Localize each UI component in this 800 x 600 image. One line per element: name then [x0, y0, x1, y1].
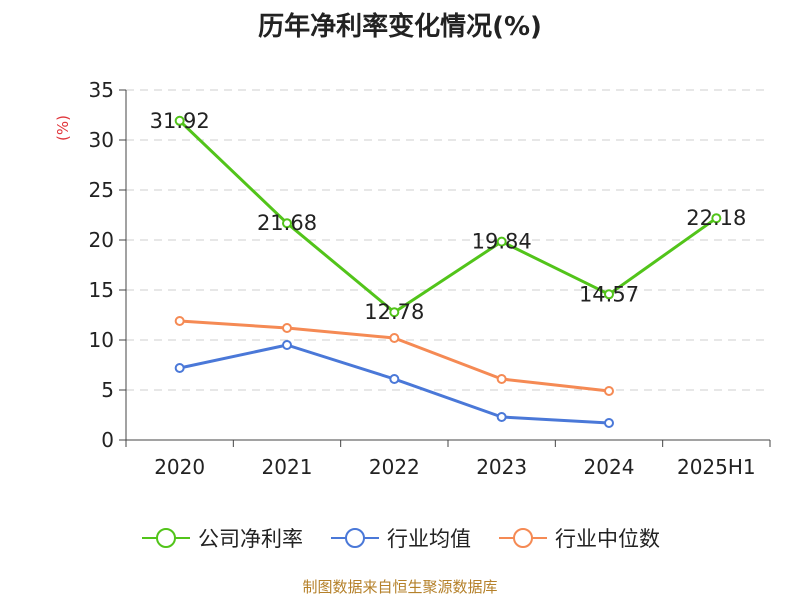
y-tick-label: 20	[89, 228, 114, 252]
data-point	[711, 213, 722, 224]
legend-label: 公司净利率	[198, 527, 303, 551]
data-point	[389, 307, 400, 318]
y-tick-label: 5	[101, 378, 114, 402]
data-point	[174, 115, 185, 126]
legend-label: 行业均值	[387, 527, 471, 551]
x-tick-label: 2021	[262, 455, 313, 479]
y-tick-label: 15	[89, 278, 114, 302]
legend-circle	[345, 528, 365, 548]
data-point	[496, 412, 507, 422]
data-point	[389, 374, 400, 384]
data-point	[389, 333, 400, 343]
x-tick-label: 2023	[476, 455, 527, 479]
legend-item[interactable]: 行业均值	[329, 523, 471, 553]
y-tick-label: 30	[89, 128, 114, 152]
data-point	[604, 418, 614, 428]
grid-lines	[126, 89, 770, 391]
legend-marker-icon	[331, 528, 379, 548]
data-point	[174, 363, 185, 373]
axes: 0 5 10 15 20 25 30 35 2020 2021 2022 2023 2024 2025H1…	[54, 78, 771, 479]
data-point	[496, 374, 507, 384]
legend-marker-icon	[142, 528, 190, 548]
data-label: 22.18	[686, 206, 746, 230]
data-label: 21.68	[257, 211, 317, 235]
legend: 公司净利率 行业均值 行业中位数	[0, 518, 800, 558]
series-lines	[174, 115, 722, 428]
data-point	[604, 386, 614, 396]
x-tick-label: 2025H1	[677, 455, 756, 479]
series-line-0	[178, 119, 718, 314]
data-label: 31.92	[150, 109, 210, 133]
data-labels: 31.92 21.68 12.78 19.84 14.57 22.18	[150, 109, 747, 324]
legend-circle	[156, 528, 176, 548]
y-tick-label: 35	[89, 78, 114, 102]
chart-title: 历年净利率变化情况(%)	[258, 12, 542, 42]
y-tick-label: 0	[101, 428, 114, 452]
data-point	[604, 289, 614, 300]
data-point	[282, 323, 292, 333]
x-tick-label: 2022	[369, 455, 420, 479]
legend-label: 行业中位数	[555, 527, 660, 551]
legend-marker-icon	[499, 528, 547, 548]
data-point	[174, 316, 185, 326]
data-label: 12.78	[364, 300, 424, 324]
data-point	[282, 340, 292, 350]
x-tick-label: 2024	[584, 455, 635, 479]
data-label: 14.57	[579, 282, 639, 306]
y-tick-label: 10	[89, 328, 114, 352]
legend-circle	[513, 528, 533, 548]
y-axis-label: (%)	[54, 115, 72, 141]
data-point	[282, 218, 292, 229]
legend-item[interactable]: 行业中位数	[497, 523, 660, 553]
legend-item[interactable]: 公司净利率	[140, 523, 303, 553]
data-label: 19.84	[472, 230, 532, 254]
x-tick-label: 2020	[154, 455, 205, 479]
data-point	[496, 236, 507, 247]
source-note: 制图数据来自恒生聚源数据库	[302, 578, 498, 596]
y-tick-label: 25	[89, 178, 114, 202]
